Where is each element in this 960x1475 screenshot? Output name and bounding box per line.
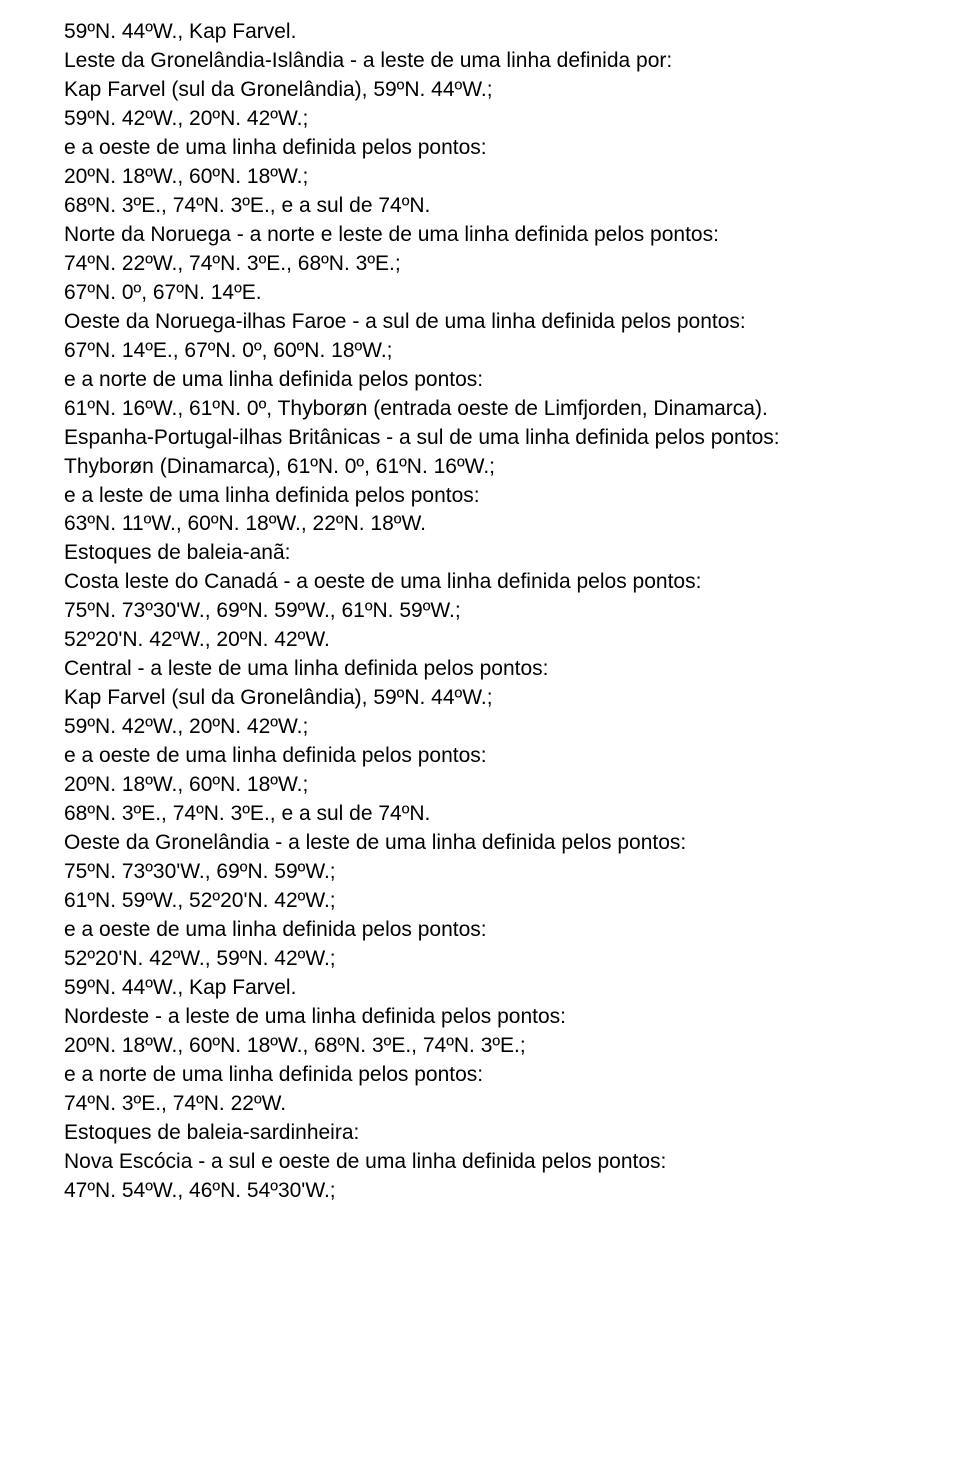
text-line: 52º20'N. 42ºW., 59ºN. 42ºW.; bbox=[64, 945, 896, 974]
text-line: e a oeste de uma linha definida pelos po… bbox=[64, 134, 896, 163]
text-line: 75ºN. 73º30'W., 69ºN. 59ºW., 61ºN. 59ºW.… bbox=[64, 597, 896, 626]
text-line: Nordeste - a leste de uma linha definida… bbox=[64, 1003, 896, 1032]
text-line: Central - a leste de uma linha definida … bbox=[64, 655, 896, 684]
text-line: 52º20'N. 42ºW., 20ºN. 42ºW. bbox=[64, 626, 896, 655]
text-line: Costa leste do Canadá - a oeste de uma l… bbox=[64, 568, 896, 597]
text-line: 59ºN. 42ºW., 20ºN. 42ºW.; bbox=[64, 713, 896, 742]
text-line: 63ºN. 11ºW., 60ºN. 18ºW., 22ºN. 18ºW. bbox=[64, 510, 896, 539]
text-line: 59ºN. 44ºW., Kap Farvel. bbox=[64, 18, 896, 47]
text-line: 67ºN. 0º, 67ºN. 14ºE. bbox=[64, 279, 896, 308]
text-line: 75ºN. 73º30'W., 69ºN. 59ºW.; bbox=[64, 858, 896, 887]
text-line: Oeste da Noruega-ilhas Faroe - a sul de … bbox=[64, 308, 896, 337]
text-line: e a norte de uma linha definida pelos po… bbox=[64, 366, 896, 395]
text-line: Kap Farvel (sul da Gronelândia), 59ºN. 4… bbox=[64, 684, 896, 713]
text-line: e a oeste de uma linha definida pelos po… bbox=[64, 916, 896, 945]
text-line: 74ºN. 22ºW., 74ºN. 3ºE., 68ºN. 3ºE.; bbox=[64, 250, 896, 279]
text-line: 61ºN. 59ºW., 52º20'N. 42ºW.; bbox=[64, 887, 896, 916]
text-line: e a oeste de uma linha definida pelos po… bbox=[64, 742, 896, 771]
text-line: Nova Escócia - a sul e oeste de uma linh… bbox=[64, 1148, 896, 1177]
document-page: 59ºN. 44ºW., Kap Farvel.Leste da Gronelâ… bbox=[0, 0, 960, 1475]
text-line: 20ºN. 18ºW., 60ºN. 18ºW.; bbox=[64, 163, 896, 192]
text-line: Estoques de baleia-anã: bbox=[64, 539, 896, 568]
text-line: 67ºN. 14ºE., 67ºN. 0º, 60ºN. 18ºW.; bbox=[64, 337, 896, 366]
text-line: Espanha-Portugal-ilhas Britânicas - a su… bbox=[64, 424, 896, 453]
text-line: 59ºN. 44ºW., Kap Farvel. bbox=[64, 974, 896, 1003]
text-line: 47ºN. 54ºW., 46ºN. 54º30'W.; bbox=[64, 1177, 896, 1206]
text-line: e a norte de uma linha definida pelos po… bbox=[64, 1061, 896, 1090]
text-line: 74ºN. 3ºE., 74ºN. 22ºW. bbox=[64, 1090, 896, 1119]
text-line: e a leste de uma linha definida pelos po… bbox=[64, 482, 896, 511]
text-line: Kap Farvel (sul da Gronelândia), 59ºN. 4… bbox=[64, 76, 896, 105]
text-line: Estoques de baleia-sardinheira: bbox=[64, 1119, 896, 1148]
text-line: Norte da Noruega - a norte e leste de um… bbox=[64, 221, 896, 250]
text-line: 68ºN. 3ºE., 74ºN. 3ºE., e a sul de 74ºN. bbox=[64, 192, 896, 221]
text-line: 59ºN. 42ºW., 20ºN. 42ºW.; bbox=[64, 105, 896, 134]
text-line: Oeste da Gronelândia - a leste de uma li… bbox=[64, 829, 896, 858]
text-line: 68ºN. 3ºE., 74ºN. 3ºE., e a sul de 74ºN. bbox=[64, 800, 896, 829]
text-line: 20ºN. 18ºW., 60ºN. 18ºW.; bbox=[64, 771, 896, 800]
text-line: Thyborøn (Dinamarca), 61ºN. 0º, 61ºN. 16… bbox=[64, 453, 896, 482]
text-line: 20ºN. 18ºW., 60ºN. 18ºW., 68ºN. 3ºE., 74… bbox=[64, 1032, 896, 1061]
text-line: Leste da Gronelândia-Islândia - a leste … bbox=[64, 47, 896, 76]
text-line: 61ºN. 16ºW., 61ºN. 0º, Thyborøn (entrada… bbox=[64, 395, 896, 424]
